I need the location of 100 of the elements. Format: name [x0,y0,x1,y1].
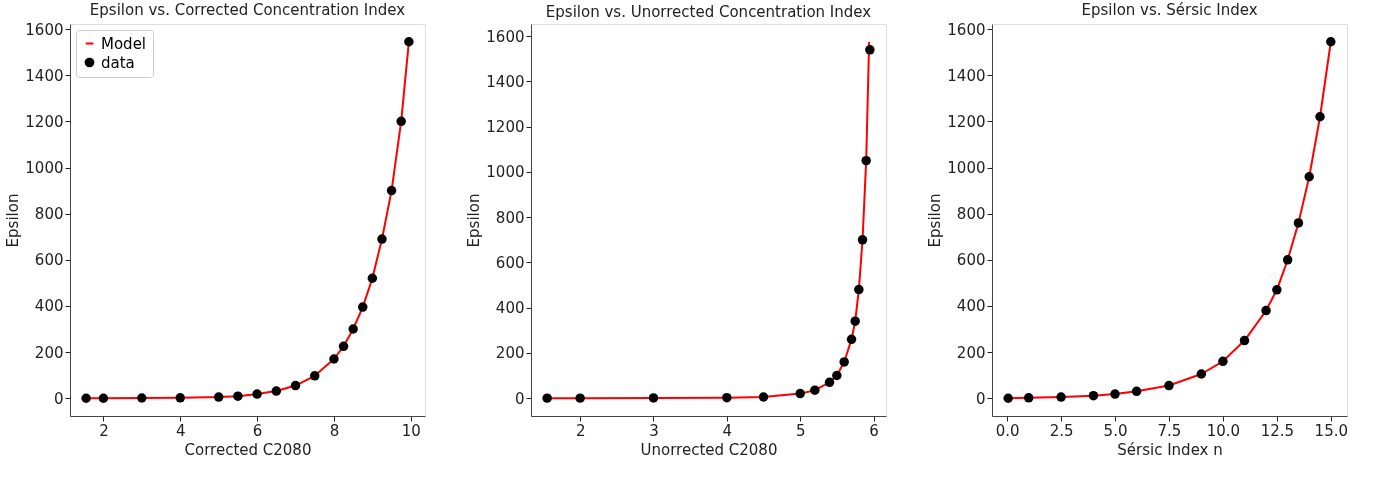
point [1218,356,1228,367]
point [1326,37,1336,47]
point [832,370,842,381]
y-tick-label: 1200 [947,112,986,131]
y-tick-label: 1400 [947,66,986,85]
x-tick-label: 10 [401,421,421,440]
point [850,316,860,326]
y-tick-label: 600 [495,253,525,272]
x-tick-label: 4 [175,421,186,440]
y-axis-title: Epsilon [465,193,484,248]
x-tick-label: 0.0 [995,421,1020,440]
point [377,234,387,244]
chart-title: Epsilon vs. Corrected Concentration Index [89,1,406,20]
y-tick-label: 0 [975,389,986,408]
x-tick-label: 2 [575,421,586,440]
point [1282,255,1293,265]
x-tick-label: 2.5 [1049,421,1074,440]
x-tick-label: 15.0 [1314,421,1349,440]
y-tick-label: 400 [34,297,64,316]
y-tick-label: 200 [956,343,986,362]
x-tick-label: 7.5 [1157,421,1182,440]
point [854,284,864,295]
legend-label: Model [101,34,147,53]
x-axis-title: Corrected C2080 [184,440,312,459]
x-tick-label: 3 [649,421,659,440]
point [175,393,186,403]
y-tick-label: 600 [956,251,986,270]
y-tick-label: 1000 [486,163,525,182]
point [358,302,368,312]
x-tick-label: 5.0 [1103,421,1128,440]
x-tick-label: 6 [869,421,879,440]
point [857,235,868,245]
point [386,185,397,196]
chart-title: Epsilon vs. Unorrected Concentration Index [545,3,872,21]
y-tick-label: 400 [495,299,525,318]
x-tick-label: 12.5 [1260,421,1295,440]
y-tick-label: 1400 [25,66,64,85]
point [1304,172,1314,182]
point [348,324,358,334]
point [1293,218,1304,228]
point [252,389,262,399]
point [233,391,243,401]
point [648,393,659,403]
x-axis-title: Sérsic Index n [1117,440,1223,459]
x-tick-label: 2 [99,421,109,440]
y-tick-label: 1600 [486,27,525,46]
point [722,392,732,403]
point [213,392,224,402]
y-tick-label: 0 [53,389,64,408]
point [1131,386,1142,397]
point [1003,393,1013,403]
point [404,37,414,47]
y-axis-title: Epsilon [4,193,23,248]
point [98,393,109,403]
x-tick-label: 8 [329,421,340,440]
point [1272,285,1282,295]
y-tick-label: 1600 [25,20,64,39]
x-tick-label: 5 [795,421,806,440]
point [1196,369,1207,379]
x-tick-label: 10.0 [1206,421,1241,440]
y-tick-label: 1000 [25,159,64,178]
point [338,341,349,352]
point [367,273,378,283]
point [81,393,91,403]
point [824,377,835,388]
point [309,371,320,381]
point [1261,305,1271,316]
y-axis-title: Epsilon [926,193,945,248]
point [137,393,147,403]
y-tick-label: 200 [495,344,525,363]
y-tick-label: 600 [34,251,64,270]
x-tick-label: 4 [722,421,733,440]
point [861,155,871,166]
point [1023,393,1034,403]
point [271,386,282,396]
point [846,334,857,345]
point [1110,389,1120,399]
y-tick-label: 800 [495,208,525,227]
point [575,393,585,403]
point [542,393,552,403]
y-tick-label: 1400 [486,72,525,91]
y-tick-label: 0 [514,389,525,408]
y-tick-label: 800 [956,205,986,224]
point [795,388,805,399]
y-tick-label: 800 [34,205,64,224]
y-tick-label: 400 [956,297,986,316]
chart-title: Epsilon vs. Sérsic Index [1081,1,1258,20]
y-tick-label: 1200 [25,112,64,131]
point [1088,390,1099,401]
point [290,380,301,391]
y-tick-label: 1200 [486,118,525,137]
y-tick-label: 200 [34,343,64,362]
point [1164,380,1174,391]
point [1056,392,1066,402]
point [329,354,339,364]
point [839,357,849,367]
point [810,385,820,395]
x-axis-title: Unorrected C2080 [640,440,778,459]
point [1239,335,1250,346]
y-tick-label: 1000 [947,159,986,178]
